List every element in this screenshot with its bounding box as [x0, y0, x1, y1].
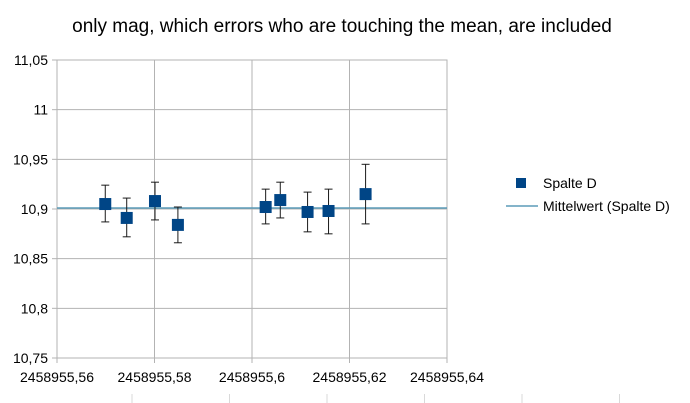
x-tick-label: 2458955,62	[313, 369, 387, 385]
y-tick-label: 10,85	[13, 251, 48, 267]
y-tick-label: 10,95	[13, 151, 48, 167]
x-tick-label: 2458955,56	[20, 369, 94, 385]
legend-label-series: Spalte D	[543, 175, 597, 191]
data-point	[274, 194, 287, 207]
y-tick-label: 10,9	[21, 201, 48, 217]
legend-marker-square-icon	[516, 178, 526, 188]
outer-tick-marks	[131, 394, 620, 403]
data-point	[171, 218, 184, 231]
grid	[52, 59, 448, 363]
data-point	[359, 188, 372, 201]
error-bars	[101, 163, 370, 244]
x-axis-ticks: 2458955,56 2458955,58 2458955,6 2458955,62 2…	[20, 369, 484, 385]
data-point	[259, 201, 272, 214]
plot-area-border	[56, 59, 448, 359]
y-tick-label: 11,05	[14, 52, 48, 68]
data-point	[120, 211, 133, 224]
legend-label-mean: Mittelwert (Spalte D)	[543, 198, 670, 214]
data-point	[99, 198, 112, 211]
chart-title: only mag, which errors who are touching …	[72, 16, 612, 37]
y-tick-label: 10,75	[13, 350, 48, 366]
legend: Spalte D Mittelwert (Spalte D)	[506, 175, 670, 214]
data-point	[148, 195, 161, 208]
x-tick-label: 2458955,58	[118, 369, 192, 385]
data-point	[322, 204, 335, 217]
y-tick-label: 10,8	[21, 300, 48, 316]
data-points	[99, 188, 372, 231]
y-axis-ticks: 11,05 11 10,95 10,9 10,85 10,8 10,75	[13, 52, 48, 366]
x-tick-label: 2458955,6	[219, 369, 285, 385]
y-tick-label: 11	[33, 102, 48, 118]
x-tick-label: 2458955,64	[410, 369, 484, 385]
data-point	[301, 205, 314, 218]
